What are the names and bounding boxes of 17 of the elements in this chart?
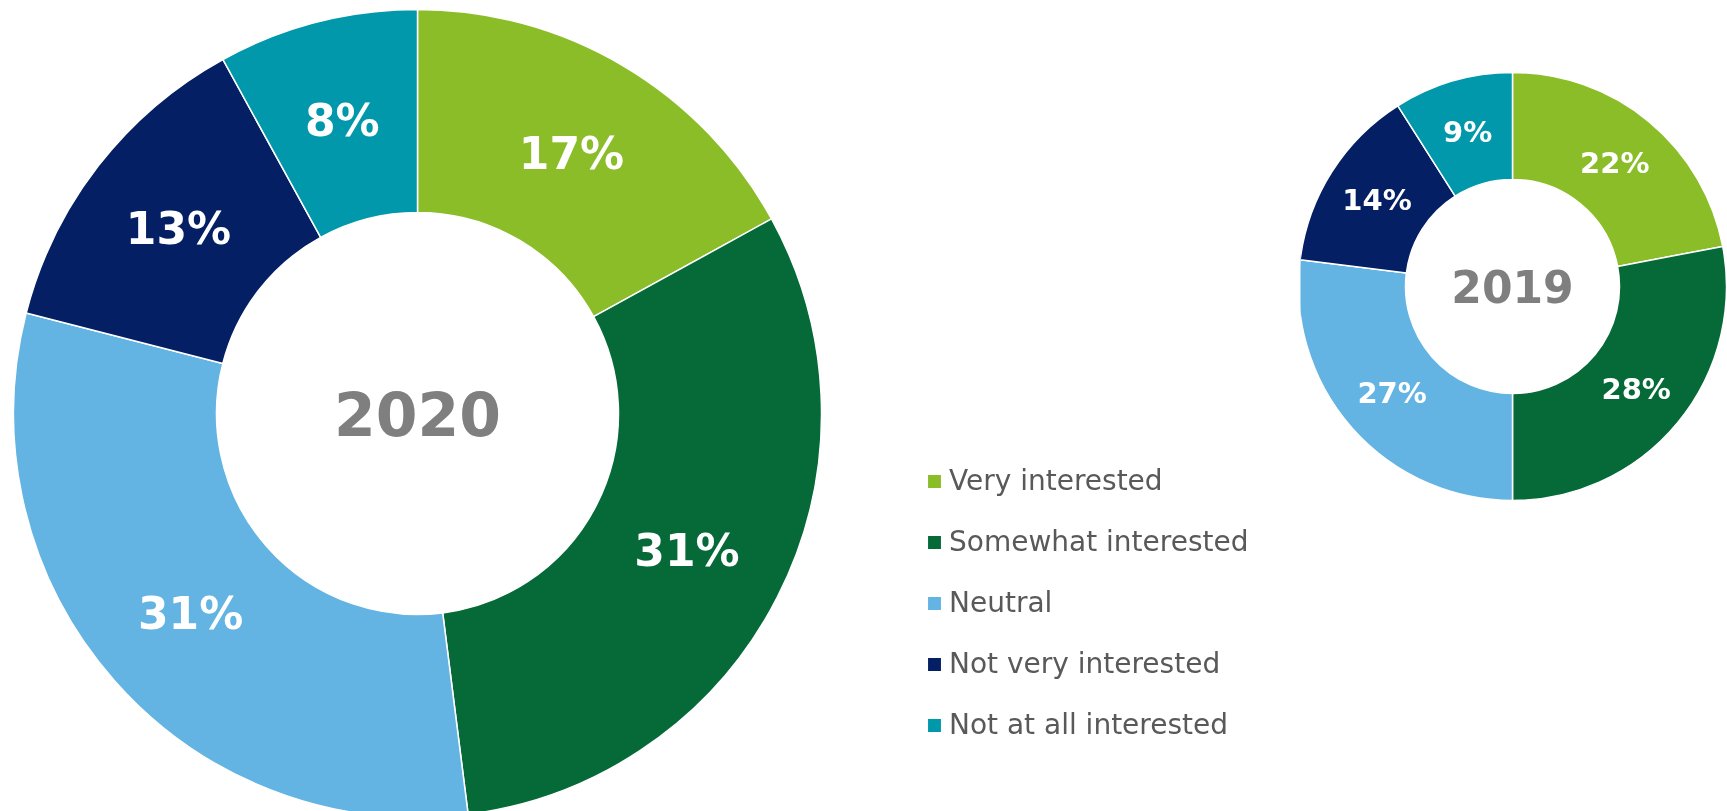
text: 2020 [334,380,501,450]
data-label: 27% [1357,375,1427,410]
data-label: 22% [1580,145,1650,180]
legend-label: Very interested [949,464,1163,497]
legend-label: Not very interested [949,647,1221,680]
data-label: 28% [1601,371,1671,406]
data-label: 17% [518,127,625,179]
data-label: 8% [304,95,380,146]
data-label: 31% [634,525,740,577]
data-label: 14% [1342,183,1412,218]
data-label: 9% [1443,115,1493,150]
data-label: 31% [137,588,244,640]
legend-label: Neutral [949,586,1053,619]
data-label: 13% [125,202,232,254]
legend-label: Not at all interested [949,708,1229,741]
text: 2019 [1451,262,1574,313]
legend-label: Somewhat interested [949,525,1249,558]
